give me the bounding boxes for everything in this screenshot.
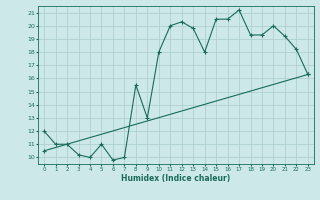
X-axis label: Humidex (Indice chaleur): Humidex (Indice chaleur): [121, 174, 231, 183]
